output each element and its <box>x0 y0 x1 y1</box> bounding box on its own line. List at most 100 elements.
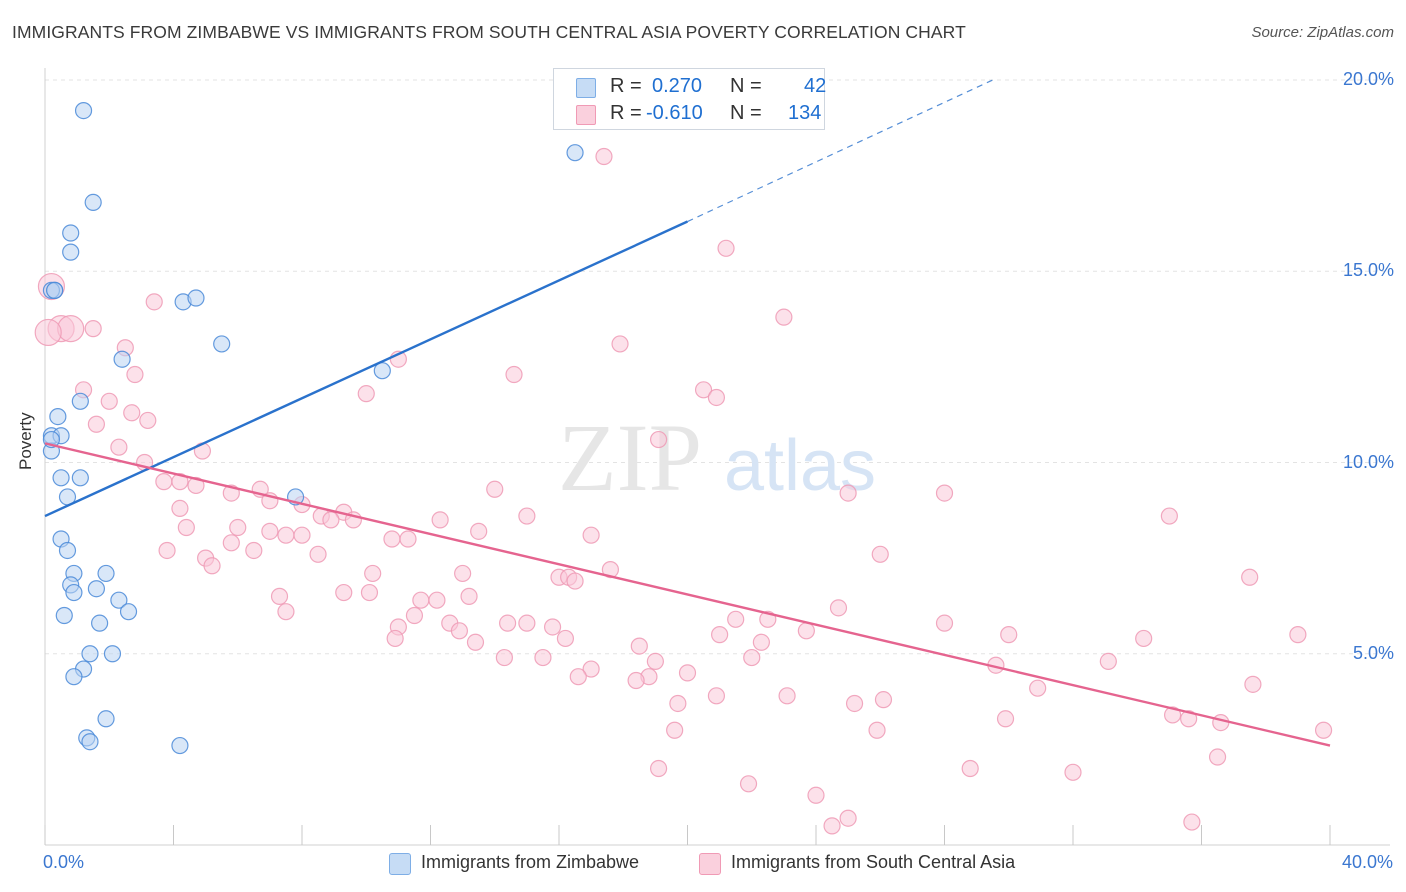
data-point <box>717 239 735 257</box>
bottom-legend-label: Immigrants from Zimbabwe <box>421 852 640 872</box>
x-tick-label: 0.0% <box>43 852 85 872</box>
data-point <box>1314 721 1333 739</box>
data-point <box>97 564 115 583</box>
y-tick-label: 10.0% <box>1342 451 1394 472</box>
data-point <box>518 507 536 525</box>
data-point <box>1163 706 1182 724</box>
data-point <box>1064 763 1082 781</box>
data-point <box>187 289 205 307</box>
data-point <box>62 243 80 261</box>
data-point <box>158 541 176 560</box>
data-point <box>119 603 138 621</box>
data-point <box>229 518 247 537</box>
data-point <box>669 694 687 713</box>
data-point <box>582 526 600 544</box>
data-point <box>627 671 645 690</box>
data-point <box>694 381 713 399</box>
legend-n-value: 42 <box>804 75 827 97</box>
data-point <box>1289 626 1307 644</box>
data-point <box>293 526 311 544</box>
data-point <box>55 606 73 625</box>
data-point <box>110 591 128 609</box>
data-point <box>113 350 131 368</box>
data-point <box>707 687 726 705</box>
data-point <box>57 315 85 343</box>
x-tick-label: 40.0% <box>1341 852 1393 872</box>
data-point <box>1000 626 1018 644</box>
chart-title: IMMIGRANTS FROM ZIMBABWE VS IMMIGRANTS F… <box>12 22 966 42</box>
data-point <box>611 335 629 353</box>
data-point <box>74 101 93 120</box>
data-point <box>935 614 954 632</box>
data-point <box>630 637 648 655</box>
legend-n-value: 134 <box>788 102 822 124</box>
legend-swatch-blue <box>576 78 596 98</box>
data-point <box>1244 675 1262 693</box>
data-point <box>87 415 106 433</box>
data-point <box>58 541 77 560</box>
data-point <box>470 522 488 540</box>
source-label: Source: ZipAtlas.com <box>1251 24 1394 41</box>
data-point <box>739 775 758 793</box>
bottom-legend-label: Immigrants from South Central Asia <box>731 852 1016 872</box>
trend-line <box>44 220 689 518</box>
data-point <box>171 499 189 517</box>
data-point <box>52 469 70 487</box>
data-point <box>1183 813 1201 831</box>
legend-r-value: -0.610 <box>646 102 703 124</box>
data-point <box>412 591 430 609</box>
data-point <box>431 511 449 529</box>
legend-n-label: N = <box>730 102 762 124</box>
data-point <box>428 591 446 609</box>
trend-line-extension <box>687 79 993 223</box>
data-point <box>646 652 664 671</box>
data-point <box>399 530 417 548</box>
data-point <box>261 522 279 540</box>
data-point <box>1241 568 1259 586</box>
data-point <box>996 710 1015 728</box>
data-point <box>71 392 89 410</box>
data-point <box>171 736 189 755</box>
data-point <box>87 580 106 598</box>
data-point <box>534 648 552 667</box>
data-point <box>595 147 613 166</box>
data-point <box>807 786 825 804</box>
data-point <box>566 144 584 162</box>
legend-r-label: R = <box>610 102 642 124</box>
data-point <box>34 318 62 347</box>
data-point <box>171 473 189 491</box>
data-point <box>277 526 295 544</box>
axes <box>44 68 1390 846</box>
y-axis-label: Poverty <box>16 412 35 470</box>
data-point <box>649 759 668 778</box>
y-tick-label: 15.0% <box>1342 260 1394 281</box>
data-point <box>1135 629 1153 648</box>
bottom-legend-swatch-pink <box>699 853 721 875</box>
data-point <box>935 484 954 502</box>
data-point <box>364 564 382 583</box>
data-point <box>1160 507 1178 525</box>
data-point <box>823 817 841 835</box>
data-point <box>450 622 469 640</box>
data-point <box>845 694 864 713</box>
data-point <box>505 365 523 384</box>
data-point <box>743 648 761 667</box>
data-point <box>97 710 115 728</box>
trend-lines <box>44 79 1331 747</box>
data-point <box>556 629 575 648</box>
data-point <box>155 473 173 491</box>
data-point <box>839 809 857 827</box>
data-point <box>110 438 128 456</box>
data-point <box>84 193 102 211</box>
data-point <box>222 534 240 552</box>
trend-line <box>44 442 1331 747</box>
legend-r-label: R = <box>610 75 642 97</box>
watermark-zip: ZIP <box>558 404 702 511</box>
data-point <box>797 622 815 640</box>
data-point <box>71 469 89 487</box>
data-point <box>1099 652 1117 671</box>
series-zimbabwe <box>42 101 584 755</box>
data-point <box>1212 713 1230 732</box>
data-point <box>499 614 517 632</box>
